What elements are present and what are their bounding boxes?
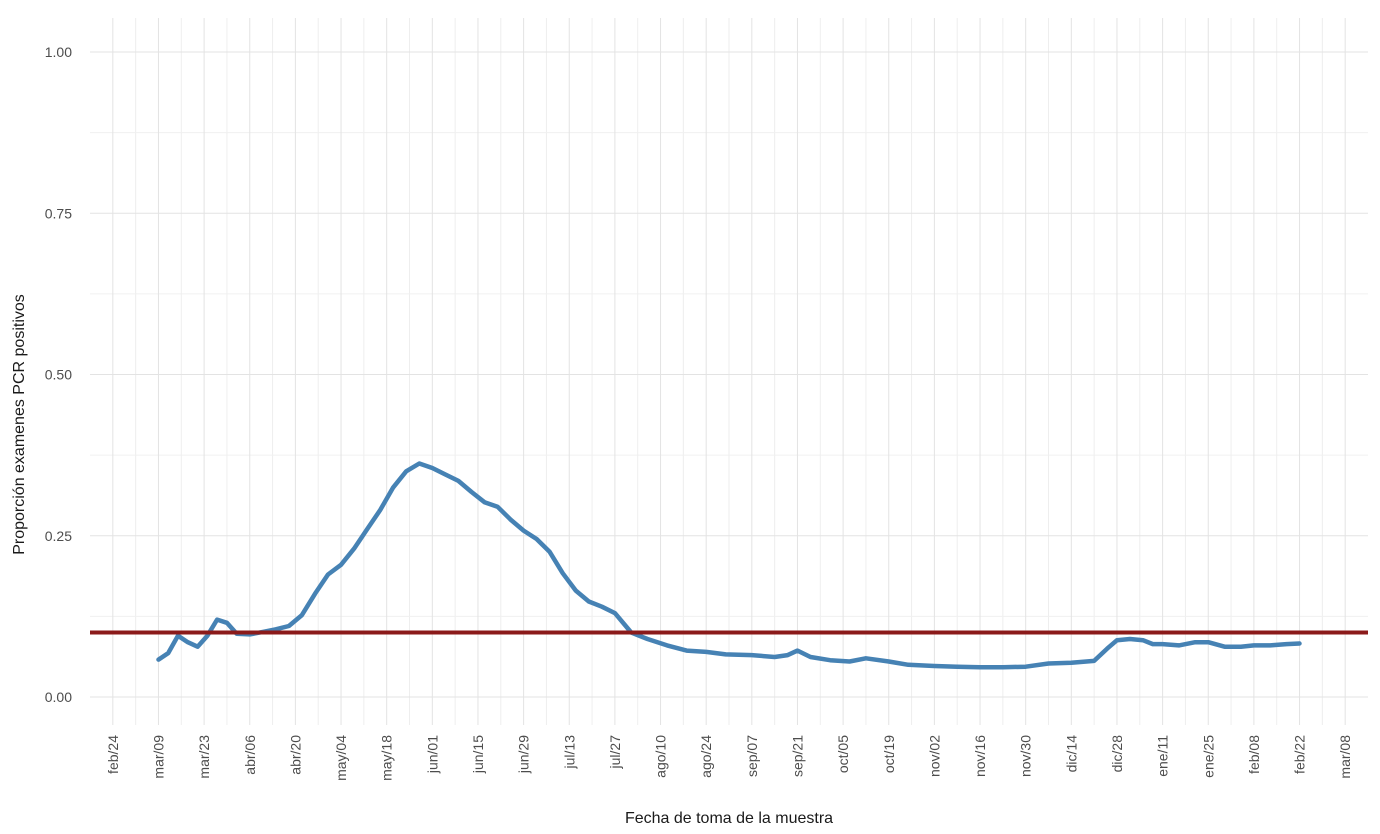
x-tick-label: mar/23 (196, 735, 212, 779)
major-grid (90, 18, 1368, 725)
x-tick-label: sep/07 (744, 735, 760, 777)
x-tick-label: mar/09 (150, 735, 166, 779)
x-tick-label: jun/15 (470, 735, 486, 774)
x-axis-ticks: feb/24 mar/09 mar/23 abr/06 abr/20 may/04 may/… (105, 735, 1353, 781)
x-tick-label: oct/05 (835, 735, 851, 773)
x-tick-label: mar/08 (1337, 735, 1353, 779)
x-tick-label: jul/13 (561, 735, 577, 770)
x-tick-label: may/18 (379, 735, 395, 781)
x-tick-label: sep/21 (789, 735, 805, 777)
x-axis-title: Fecha de toma de la muestra (625, 810, 833, 827)
y-tick-label: 0.75 (45, 205, 72, 221)
x-tick-label: dic/28 (1109, 735, 1125, 773)
x-tick-label: jun/29 (516, 735, 532, 774)
y-tick-label: 0.25 (45, 528, 72, 544)
x-tick-label: ene/11 (1155, 735, 1171, 777)
x-tick-label: jun/01 (424, 735, 440, 774)
y-axis-ticks: 0.00 0.25 0.50 0.75 1.00 (45, 44, 72, 705)
x-tick-label: dic/14 (1063, 735, 1079, 773)
x-tick-label: nov/16 (972, 735, 988, 777)
x-tick-label: feb/24 (105, 735, 121, 774)
x-tick-label: oct/19 (881, 735, 897, 773)
x-tick-label: abr/20 (287, 735, 303, 775)
x-tick-label: may/04 (333, 735, 349, 781)
minor-grid (90, 18, 1368, 725)
x-tick-label: abr/06 (242, 735, 258, 775)
x-tick-label: nov/30 (1018, 735, 1034, 777)
y-tick-label: 1.00 (45, 44, 72, 60)
y-tick-label: 0.00 (45, 689, 72, 705)
x-tick-label: ago/10 (653, 735, 669, 778)
x-tick-label: feb/22 (1292, 735, 1308, 774)
x-tick-label: feb/08 (1246, 735, 1262, 774)
x-tick-label: nov/02 (926, 735, 942, 777)
x-tick-label: ene/25 (1200, 735, 1216, 778)
x-tick-label: ago/24 (698, 735, 714, 778)
y-axis-title: Proporción examenes PCR positivos (11, 294, 28, 555)
y-tick-label: 0.50 (45, 367, 72, 383)
x-tick-label: jul/27 (607, 735, 623, 770)
